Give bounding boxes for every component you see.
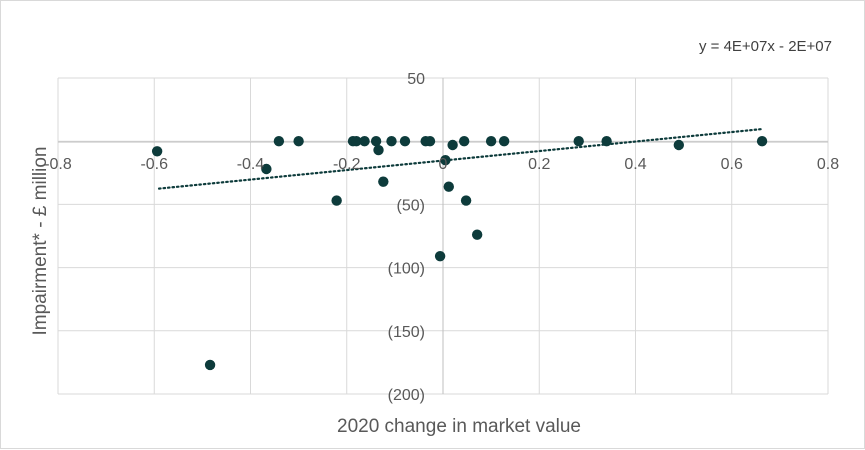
linear-trendline: [157, 128, 762, 190]
data-point: [447, 139, 458, 151]
data-point: [573, 136, 584, 147]
data-point: [293, 136, 304, 147]
data-point: [458, 136, 470, 147]
data-point: [434, 251, 446, 262]
data-point: [204, 359, 216, 371]
data-point: [378, 176, 389, 187]
x-tick-label: -0.2: [333, 156, 361, 173]
y-tick-label: 50: [407, 71, 425, 88]
data-point: [601, 136, 612, 147]
x-tick-label: -0.6: [140, 156, 168, 173]
x-axis-title: 2020 change in market value: [337, 416, 581, 437]
y-axis-title: Impairment* - £ million: [30, 147, 51, 336]
data-point: [261, 163, 272, 175]
y-tick-label: (150): [388, 324, 425, 341]
x-tick-label: -0.8: [44, 156, 72, 173]
data-point: [351, 136, 362, 147]
x-tick-label: 0.8: [817, 156, 839, 173]
data-point: [471, 229, 483, 240]
data-point: [443, 181, 454, 192]
data-points: [151, 136, 768, 371]
data-point: [673, 139, 685, 151]
data-point: [424, 136, 436, 147]
data-point: [386, 136, 397, 147]
y-tick-label: (50): [397, 197, 425, 214]
data-point: [485, 136, 497, 147]
x-tick-label: -0.4: [237, 156, 265, 173]
trendline-group: [157, 128, 762, 190]
data-point: [498, 136, 510, 147]
trendline-equation-label: y = 4E+07x - 2E+07: [699, 38, 832, 55]
data-point: [151, 146, 163, 157]
y-tick-label: (100): [388, 261, 425, 278]
x-tick-label: 0.2: [528, 156, 550, 173]
data-point: [399, 136, 411, 147]
x-tick-label: 0: [439, 156, 448, 173]
data-point: [373, 144, 384, 156]
data-point: [359, 136, 370, 147]
data-point: [756, 136, 768, 147]
tick-labels: -0.8 -0.6 -0.4 -0.2 0 0.2 0.4 0.6 0.8 50 (50) (100)…: [44, 71, 839, 404]
data-point: [370, 136, 382, 147]
y-tick-label: (200): [388, 387, 425, 404]
x-tick-label: 0.4: [624, 156, 646, 173]
x-tick-label: 0.6: [721, 156, 743, 173]
data-point: [273, 136, 285, 147]
data-point: [331, 195, 342, 206]
data-point: [460, 195, 472, 206]
data-point: [440, 154, 451, 166]
axes: [58, 78, 828, 394]
